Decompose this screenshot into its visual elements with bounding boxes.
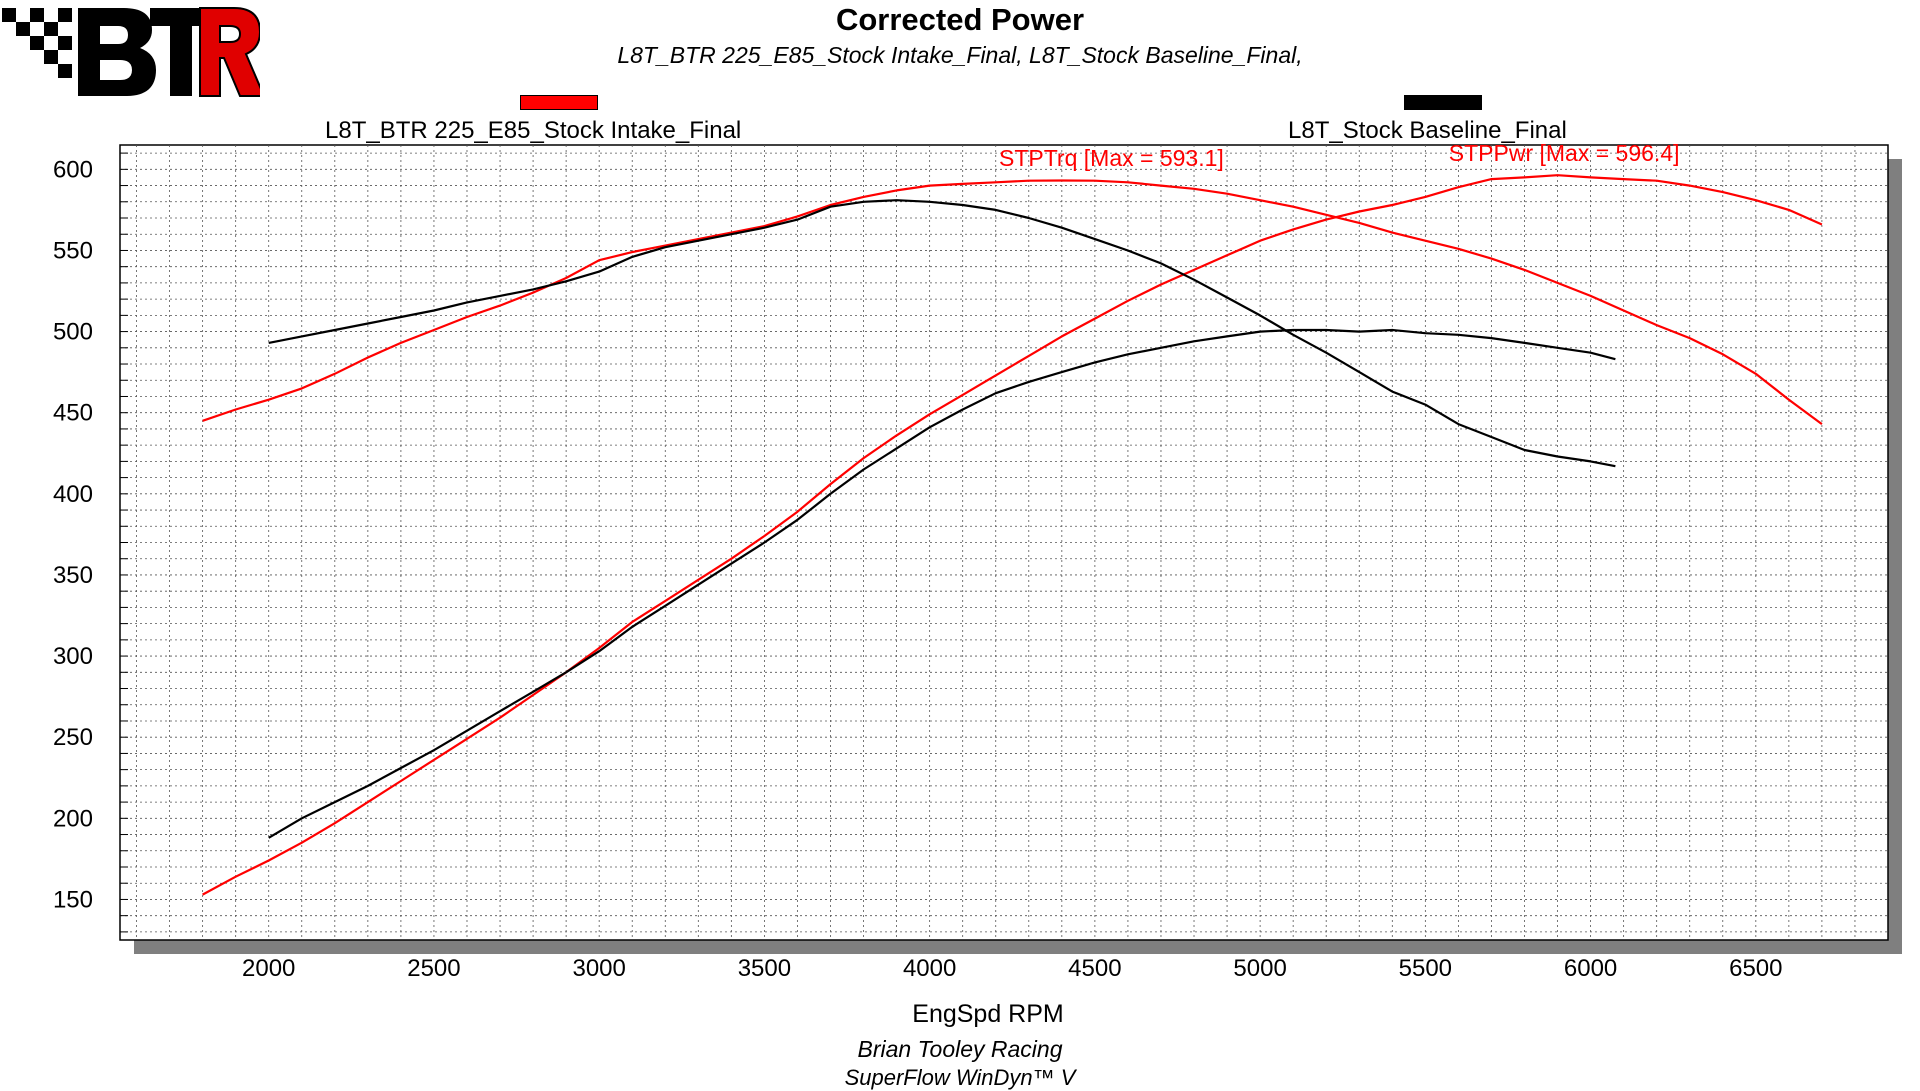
y-tick-label: 500 [53, 319, 93, 346]
y-tick-label: 550 [53, 237, 93, 264]
checkered-flag-icon [2, 8, 72, 78]
grid-layer [120, 145, 1888, 940]
y-tick-label: 250 [53, 724, 93, 751]
y-tick-label: 300 [53, 643, 93, 670]
x-tick-label: 6000 [1564, 955, 1617, 982]
x-tick-label: 6500 [1729, 955, 1782, 982]
x-tick-label: 5500 [1399, 955, 1452, 982]
x-tick-label: 4000 [903, 955, 956, 982]
max-annotation: STPTrq [Max = 593.1] [999, 145, 1224, 171]
legend-swatch-run-2 [1404, 95, 1482, 110]
legend-label-run-1: L8T_BTR 225_E85_Stock Intake_Final [325, 117, 742, 144]
x-tick-label: 2000 [242, 955, 295, 982]
y-tick-label: 150 [53, 886, 93, 913]
series-line-red-stptrq [202, 179, 1823, 425]
footer-line-1: Brian Tooley Racing [857, 1036, 1063, 1062]
tick-labels: 2000 2500 3000 3500 4000 4500 5000 5500 6000 6500… [53, 156, 1783, 982]
btr-logo [2, 7, 260, 97]
x-tick-label: 4500 [1068, 955, 1121, 982]
series-line-black-stptrq [268, 199, 1616, 468]
x-axis-label: EngSpd RPM [912, 1000, 1063, 1028]
x-tick-label: 5000 [1233, 955, 1286, 982]
series-line-black-stppwr [268, 328, 1616, 839]
y-tick-label: 350 [53, 562, 93, 589]
plot-area [119, 144, 1889, 941]
series-line-red-stppwr [202, 174, 1823, 896]
y-tick-label: 200 [53, 805, 93, 832]
y-tick-label: 450 [53, 400, 93, 427]
x-tick-label: 2500 [407, 955, 460, 982]
chart-title: Corrected Power [835, 2, 1085, 37]
y-tick-label: 600 [53, 156, 93, 183]
x-tick-label: 3500 [738, 955, 791, 982]
legend-label-run-2: L8T_Stock Baseline_Final [1288, 117, 1567, 144]
series-layer [202, 174, 1823, 896]
legend-swatch-run-1 [520, 95, 598, 110]
x-tick-label: 3000 [572, 955, 625, 982]
chart-subtitle: L8T_BTR 225_E85_Stock Intake_Final, L8T_… [617, 42, 1303, 68]
max-annotation: STPPwr [Max = 596.4] [1449, 140, 1680, 166]
footer-line-2: SuperFlow WinDyn™ V [844, 1065, 1076, 1090]
plot-frame [119, 144, 1889, 941]
y-tick-label: 400 [53, 481, 93, 508]
annotations: STPTrq [Max = 593.1] STPPwr [Max = 596.4] [999, 140, 1679, 171]
